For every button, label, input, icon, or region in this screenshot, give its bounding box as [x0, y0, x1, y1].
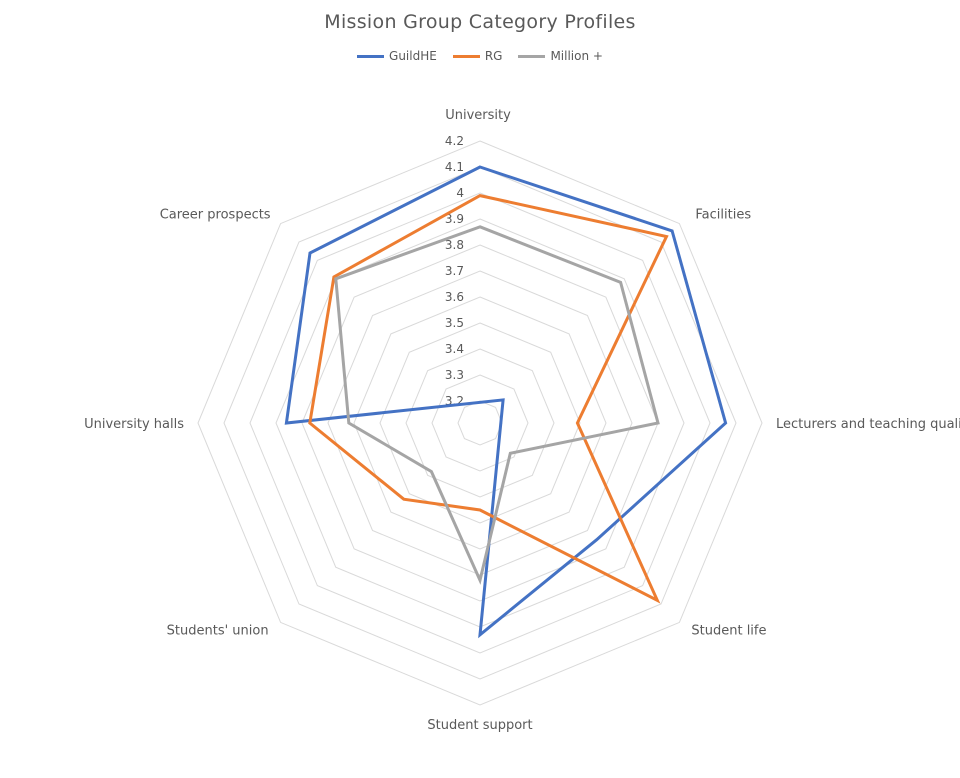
legend-swatch-guildhe: [357, 54, 385, 58]
tick-label-10: 4.2: [445, 134, 464, 148]
category-label-6: University halls: [84, 417, 184, 432]
legend-label-million-plus: Million +: [550, 49, 603, 63]
legend-swatch-rg: [452, 54, 480, 58]
grid-ring-3: [379, 322, 581, 524]
tick-label-4: 3.6: [445, 290, 464, 304]
grid-ring-10: [197, 140, 763, 706]
tick-label-9: 4.1: [445, 160, 464, 174]
category-label-5: Students' union: [167, 623, 269, 638]
grid-ring-9: [223, 166, 737, 680]
category-label-2: Lecturers and teaching quality 2: [776, 417, 960, 432]
tick-label-5: 3.7: [445, 264, 464, 278]
category-label-3: Student life: [691, 623, 766, 638]
series-line-million[interactable]: [334, 225, 660, 585]
legend-item-million-plus[interactable]: Million +: [518, 49, 603, 63]
grid-ring-1: [431, 374, 529, 472]
tick-label-2: 3.4: [445, 342, 464, 356]
grid-ring-8: [249, 192, 711, 654]
legend-swatch-million-plus: [518, 54, 546, 58]
tick-label-1: 3.3: [445, 368, 464, 382]
grid-ring-0: [457, 400, 503, 446]
grid-ring-2: [405, 348, 555, 498]
grid-ring-5: [327, 270, 633, 576]
chart-legend: GuildHE RG Million +: [0, 49, 960, 63]
legend-label-rg: RG: [484, 49, 503, 63]
grid-ring-6: [301, 244, 659, 602]
category-label-0: University: [445, 108, 511, 123]
category-label-1: Facilities: [695, 208, 751, 223]
category-label-7: Career prospects: [160, 208, 271, 223]
chart-title: Mission Group Category Profiles: [324, 11, 636, 33]
tick-label-3: 3.5: [445, 316, 464, 330]
legend-item-guildhe[interactable]: GuildHE: [357, 49, 437, 63]
series-line-rg[interactable]: [308, 194, 669, 604]
legend-item-rg[interactable]: RG: [452, 49, 503, 63]
tick-label-8: 4: [456, 186, 464, 200]
tick-label-6: 3.8: [445, 238, 464, 252]
tick-label-7: 3.9: [445, 212, 464, 226]
legend-label-guildhe: GuildHE: [389, 49, 437, 63]
category-label-4: Student support: [427, 718, 532, 733]
grid-ring-4: [353, 296, 607, 550]
series-line-guildhe[interactable]: [284, 165, 728, 639]
